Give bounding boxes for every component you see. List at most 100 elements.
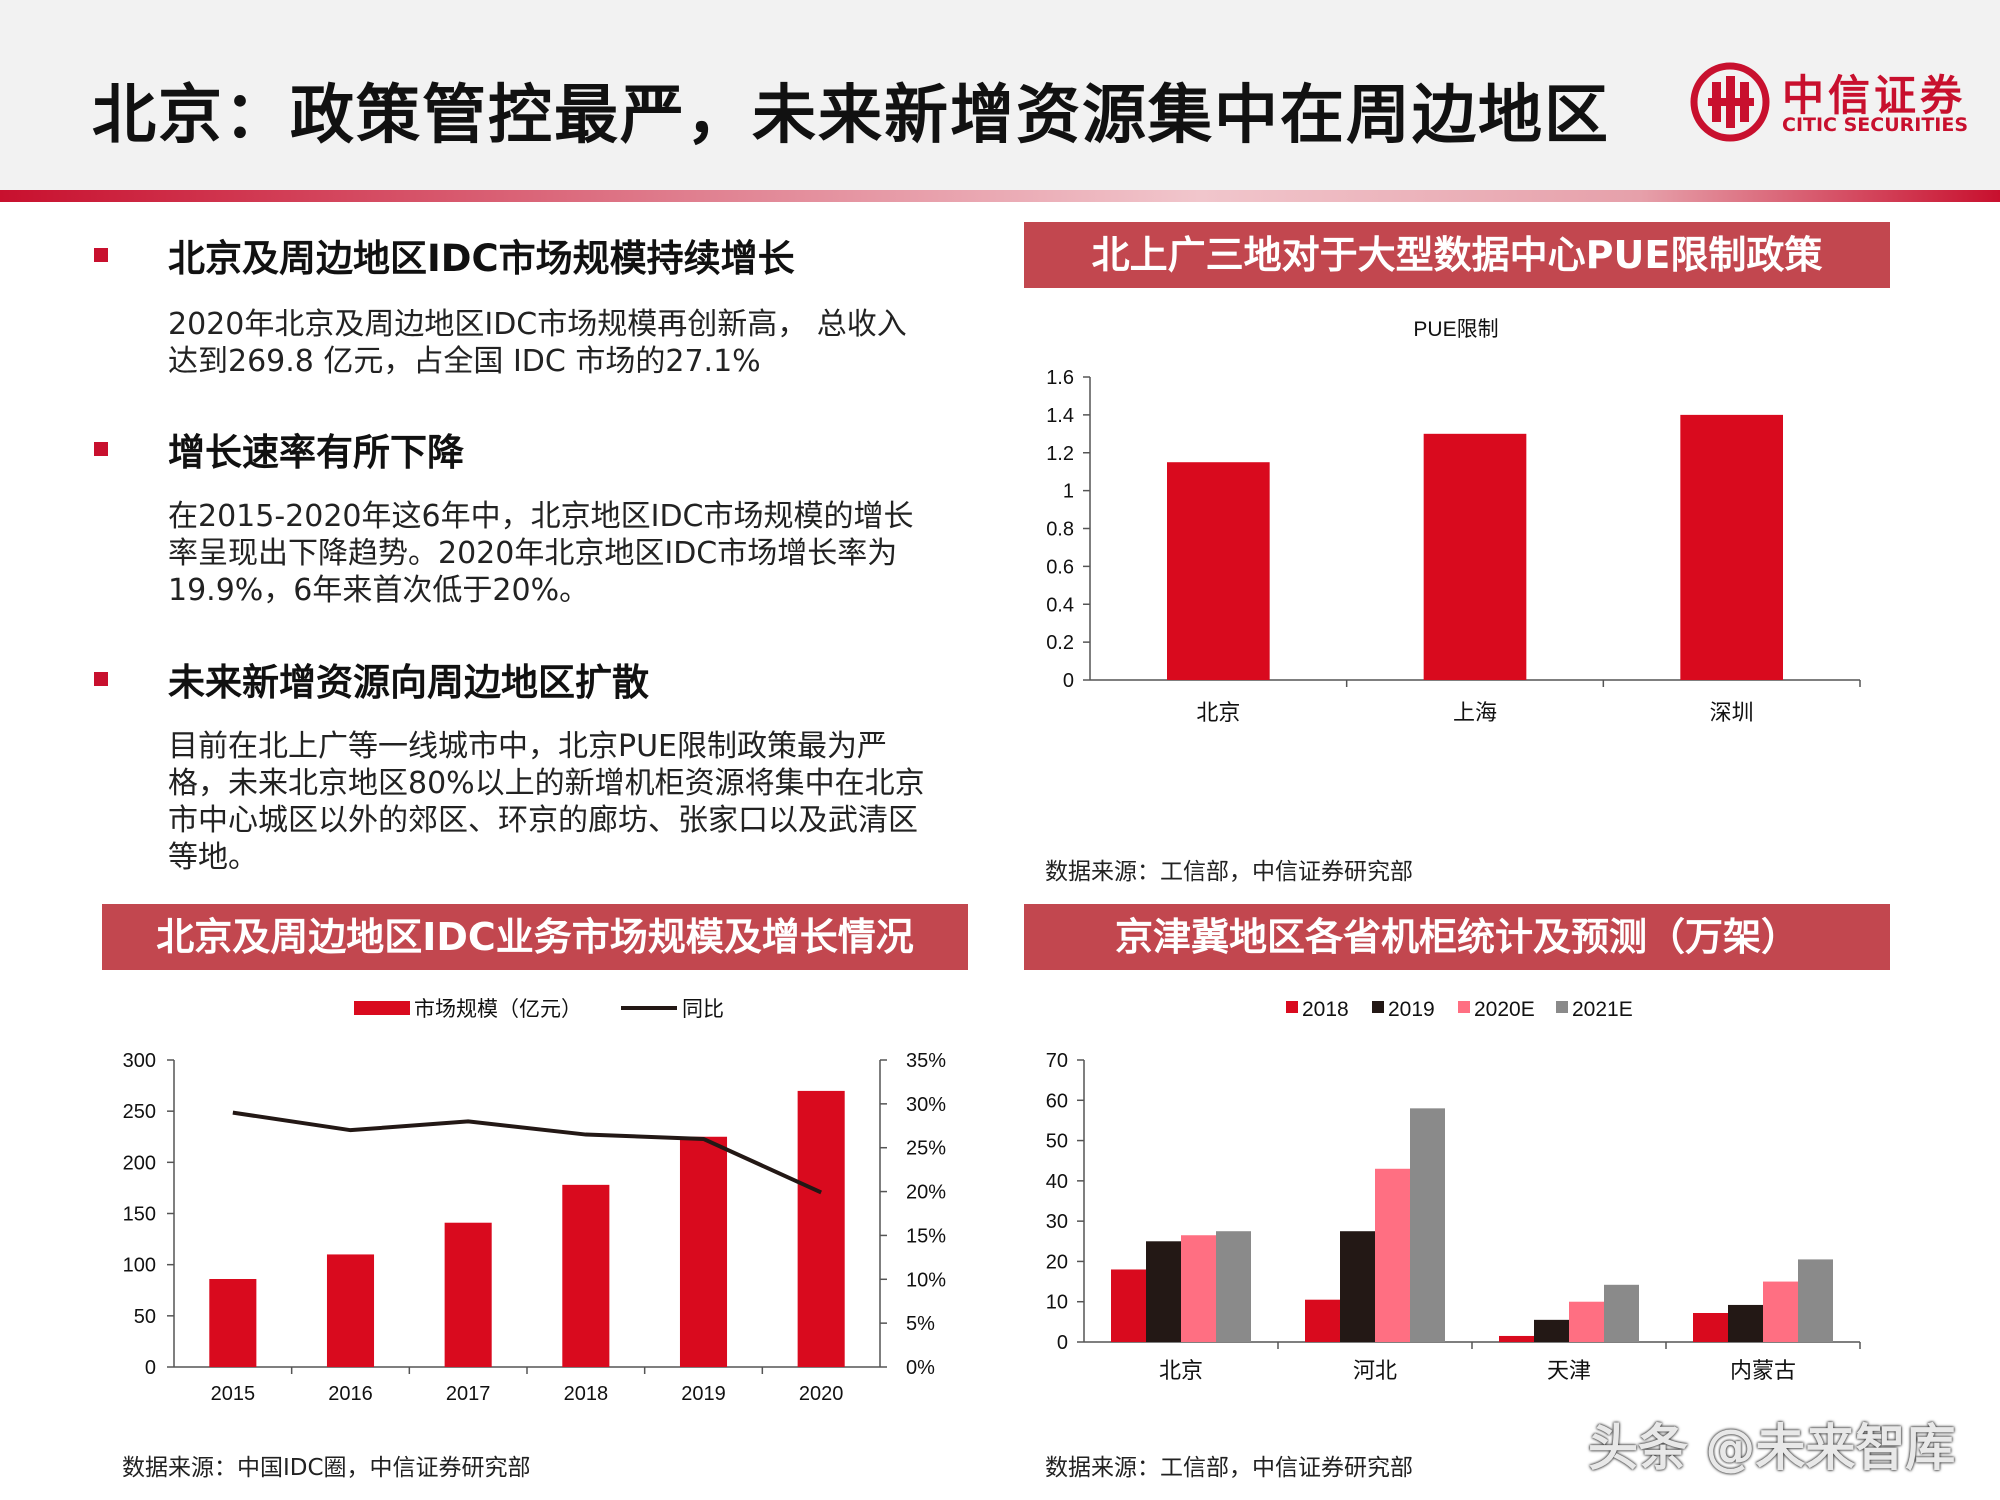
legend-swatch (1556, 1001, 1568, 1013)
x-tick-label: 天津 (1547, 1358, 1591, 1383)
logo-en: CITIC SECURITIES (1782, 114, 1969, 136)
y-tick-label: 0 (1063, 670, 1074, 692)
idc-banner: 北京及周边地区IDC业务市场规模及增长情况 (102, 904, 968, 970)
bar (444, 1222, 492, 1367)
header-band (0, 0, 2000, 190)
citic-emblem-icon (1690, 62, 1770, 142)
legend-label: 2019 (1388, 998, 1435, 1021)
y2-tick-label: 35% (906, 1050, 946, 1072)
y2-tick-label: 20% (906, 1182, 946, 1204)
bar (1423, 433, 1527, 680)
x-tick-label: 2017 (446, 1383, 491, 1405)
x-tick-label: 2019 (681, 1383, 726, 1405)
y-tick-label: 100 (123, 1255, 156, 1277)
bullet-marker (94, 442, 108, 456)
x-tick-label: 2018 (564, 1383, 609, 1405)
bar (1216, 1231, 1251, 1342)
bar (1569, 1301, 1604, 1342)
bullet-body-3: 目前在北上广等一线城市中，北京PUE限制政策最为严格，未来北京地区80%以上的新… (168, 729, 925, 875)
y2-tick-label: 15% (906, 1225, 946, 1247)
header-divider (0, 190, 2000, 202)
bar (1305, 1299, 1340, 1342)
page-title: 北京：政策管控最严，未来新增资源集中在周边地区 (92, 79, 1610, 153)
cabinet-source: 数据来源：工信部，中信证券研究部 (1045, 1455, 1413, 1481)
legend-swatch (1286, 1001, 1298, 1013)
y-tick-label: 30 (1046, 1211, 1068, 1233)
logo-cn: 中信证券 (1782, 71, 1967, 120)
bullet-heading-1: 北京及周边地区IDC市场规模持续增长 (168, 237, 795, 280)
bar (1111, 1269, 1146, 1342)
y-tick-label: 1.6 (1046, 367, 1074, 389)
bar (1146, 1241, 1181, 1342)
bullet-heading-3: 未来新增资源向周边地区扩散 (168, 661, 649, 704)
y-tick-label: 250 (123, 1101, 156, 1123)
y-tick-label: 50 (134, 1306, 156, 1328)
y-tick-label: 0.4 (1046, 594, 1074, 616)
x-tick-label: 深圳 (1710, 700, 1754, 725)
y2-tick-label: 5% (906, 1313, 935, 1335)
y-tick-label: 0.2 (1046, 632, 1074, 654)
x-tick-label: 内蒙古 (1730, 1358, 1796, 1383)
yoy-line (232, 1110, 822, 1195)
y-tick-label: 60 (1046, 1090, 1068, 1112)
x-tick-label: 2020 (799, 1383, 844, 1405)
y2-tick-label: 25% (906, 1138, 946, 1160)
x-tick-label: 上海 (1453, 700, 1497, 725)
y-tick-label: 0 (1057, 1332, 1068, 1354)
y-tick-label: 40 (1046, 1171, 1068, 1193)
bar (797, 1090, 845, 1367)
bar (1340, 1231, 1375, 1342)
legend-label: 2020E (1474, 998, 1535, 1021)
y-tick-label: 1.2 (1046, 443, 1074, 465)
x-tick-label: 2015 (211, 1383, 256, 1405)
y2-tick-label: 30% (906, 1094, 946, 1116)
x-tick-label: 2016 (328, 1383, 373, 1405)
legend-swatch (1372, 1001, 1384, 1013)
legend-label: 2021E (1572, 998, 1633, 1021)
legend-label: 2018 (1302, 998, 1349, 1021)
bullet-heading-2: 增长速率有所下降 (168, 431, 464, 474)
legend-label: 市场规模（亿元） (414, 998, 582, 1021)
y-tick-label: 50 (1046, 1131, 1068, 1153)
legend-swatch (1458, 1001, 1470, 1013)
y-tick-label: 200 (123, 1152, 156, 1174)
bullet-marker (94, 672, 108, 686)
bar (326, 1254, 375, 1367)
bullet-body-2: 在2015-2020年这6年中，北京地区IDC市场规模的增长率呈现出下降趋势。2… (168, 499, 914, 608)
citic-logo: 中信证券 CITIC SECURITIES (1690, 62, 1980, 142)
bar (1181, 1235, 1216, 1342)
bar (679, 1136, 728, 1367)
bar (1604, 1284, 1639, 1342)
bar (1410, 1108, 1445, 1342)
x-tick-label: 北京 (1196, 700, 1240, 725)
chart-title: PUE限制 (1413, 318, 1498, 341)
bullet-marker (94, 248, 108, 262)
y-tick-label: 0.8 (1046, 519, 1074, 541)
bar (209, 1278, 257, 1367)
y-tick-label: 0 (145, 1357, 156, 1379)
pue-banner: 北上广三地对于大型数据中心PUE限制政策 (1024, 222, 1890, 288)
cabinet-banner: 京津冀地区各省机柜统计及预测（万架） (1024, 904, 1890, 970)
y-tick-label: 70 (1046, 1050, 1068, 1072)
x-tick-label: 河北 (1353, 1358, 1397, 1383)
bar (1728, 1304, 1763, 1342)
y-tick-label: 300 (123, 1050, 156, 1072)
bullet-body-1: 2020年北京及周边地区IDC市场规模再创新高， 总收入达到269.8 亿元，占… (168, 307, 907, 379)
bar (1693, 1312, 1728, 1342)
idc-source: 数据来源：中国IDC圈，中信证券研究部 (122, 1455, 531, 1481)
bar (1499, 1335, 1534, 1342)
bar (1534, 1319, 1569, 1342)
x-tick-label: 北京 (1159, 1358, 1203, 1383)
y-tick-label: 0.6 (1046, 556, 1074, 578)
bar (1680, 414, 1783, 680)
bar (1375, 1168, 1410, 1342)
y-tick-label: 1.4 (1046, 405, 1074, 427)
bar (1167, 462, 1270, 680)
y2-tick-label: 0% (906, 1357, 935, 1379)
legend-label: 同比 (682, 998, 724, 1021)
bar (1798, 1259, 1833, 1342)
watermark: 头条 @未来智库 (1588, 1419, 1956, 1477)
y-tick-label: 10 (1046, 1292, 1068, 1314)
y-tick-label: 150 (123, 1204, 156, 1226)
y2-tick-label: 10% (906, 1269, 946, 1291)
